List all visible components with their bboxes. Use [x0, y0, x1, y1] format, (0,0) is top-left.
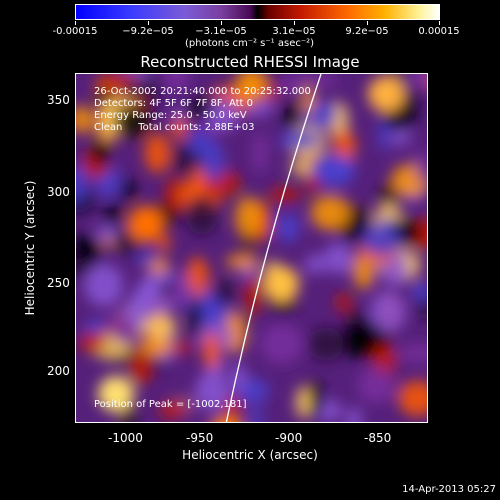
y-tick-label: 250 — [47, 276, 70, 290]
colorbar-tick-label: 3.1e−05 — [272, 26, 316, 37]
colorbar-tick-label: −3.1e−05 — [195, 26, 247, 37]
x-tick-label: -900 — [275, 431, 303, 445]
info-detectors: Detectors: 4F 5F 6F 7F 8F, Att 0 — [94, 98, 254, 109]
solar-limb-line — [225, 74, 322, 422]
x-tick-label: -850 — [364, 431, 392, 445]
peak-position-label: Position of Peak = [-1002,181] — [94, 399, 247, 410]
info-method: Clean Total counts: 2.88E+03 — [94, 122, 255, 133]
info-time: 26-Oct-2002 20:21:40.000 to 20:25:32.000 — [94, 86, 311, 97]
colorbar-tick-label: 0.00015 — [418, 26, 460, 37]
y-tick-label: 350 — [47, 93, 70, 107]
colorbar-tick-label: 9.2e−05 — [345, 26, 389, 37]
image-title: Reconstructed RHESSI Image — [140, 53, 360, 71]
y-tick-label: 300 — [47, 185, 70, 199]
timestamp-footer: 14-Apr-2013 05:27 — [402, 484, 496, 495]
x-tick-label: -1000 — [108, 431, 143, 445]
x-axis-label: Heliocentric X (arcsec) — [182, 448, 318, 462]
y-axis-label: Heliocentric Y (arcsec) — [23, 180, 37, 316]
y-tick-label: 200 — [47, 364, 70, 378]
colorbar-tick-label: −9.2e−05 — [122, 26, 174, 37]
rhessi-image-plot: 26-Oct-2002 20:21:40.000 to 20:25:32.000… — [75, 73, 428, 423]
info-energy: Energy Range: 25.0 - 50.0 keV — [94, 110, 247, 121]
colorbar-units: (photons cm⁻² s⁻¹ asec⁻²) — [185, 38, 315, 49]
colorbar-tick-label: -0.00015 — [52, 26, 98, 37]
colorbar — [75, 4, 440, 20]
rhessi-heatmap — [76, 74, 427, 422]
x-tick-label: -950 — [186, 431, 214, 445]
